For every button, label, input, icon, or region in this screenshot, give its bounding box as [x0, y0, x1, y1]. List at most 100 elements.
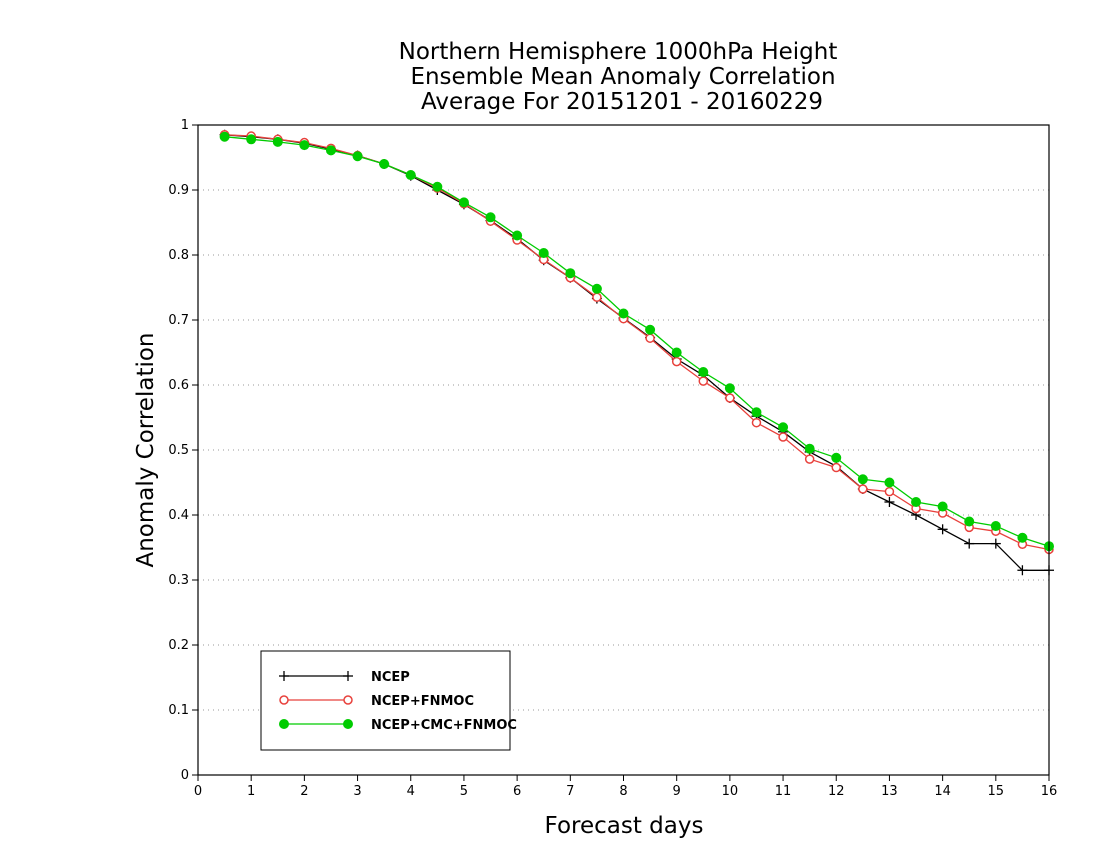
- data-point: [990, 538, 1001, 549]
- data-point: [591, 283, 602, 294]
- data-point: [831, 462, 841, 473]
- y-tick-label: 1: [181, 118, 189, 133]
- data-point: [565, 268, 576, 279]
- data-point: [279, 671, 289, 681]
- data-point: [279, 719, 289, 729]
- legend-label: NCEP+CMC+FNMOC: [371, 718, 517, 733]
- y-axis: 0 0.1 0.2 0.3 0.4 0.5 0.6 0.7 0.8 0.9 1: [168, 118, 198, 783]
- data-point: [751, 417, 762, 428]
- x-tick-label: 14: [934, 784, 951, 799]
- x-tick-label: 11: [775, 784, 792, 799]
- y-tick-label: 0.7: [168, 313, 189, 328]
- x-tick-label: 3: [353, 784, 361, 799]
- y-tick-label: 0.8: [168, 248, 189, 263]
- legend-item: NCEP+CMC+FNMOC: [279, 718, 517, 733]
- series-ncep-cmc-fnmoc: [219, 131, 1054, 552]
- data-point: [778, 422, 789, 433]
- x-tick-label: 16: [1041, 784, 1058, 799]
- data-point: [352, 151, 363, 162]
- data-point: [299, 140, 310, 151]
- y-tick-label: 0.6: [168, 378, 189, 393]
- data-point: [279, 695, 289, 705]
- data-point: [485, 212, 496, 223]
- chart-title: Northern Hemisphere 1000hPa Height Ensem…: [399, 39, 838, 115]
- x-tick-label: 12: [828, 784, 845, 799]
- data-point: [804, 443, 815, 454]
- x-tick-label: 1: [247, 784, 255, 799]
- data-point: [778, 432, 788, 442]
- data-point: [964, 516, 975, 527]
- data-point: [343, 695, 353, 705]
- data-point: [884, 497, 895, 507]
- data-point: [937, 501, 948, 512]
- data-point: [645, 324, 656, 335]
- y-tick-label: 0.5: [168, 443, 189, 458]
- data-point: [990, 521, 1001, 532]
- x-tick-label: 4: [407, 784, 415, 799]
- title-line-3: Average For 20151201 - 20160229: [421, 89, 823, 115]
- y-tick-label: 0.4: [168, 508, 189, 523]
- title-line-1: Northern Hemisphere 1000hPa Height: [399, 39, 838, 65]
- data-point: [964, 538, 975, 549]
- x-axis: 0 1 2 3 4 5 6 7 8 9 10 11 12 13 14 15 16: [194, 775, 1057, 799]
- legend-label: NCEP: [371, 670, 410, 685]
- x-tick-label: 9: [673, 784, 681, 799]
- series-line: [224, 134, 1050, 551]
- data-point: [592, 292, 602, 302]
- data-point: [379, 159, 390, 169]
- data-point: [831, 452, 842, 463]
- x-tick-label: 7: [566, 784, 574, 799]
- data-point: [698, 376, 709, 386]
- data-point: [246, 134, 257, 145]
- data-point: [884, 486, 895, 497]
- data-point: [405, 170, 416, 181]
- data-point: [1017, 565, 1028, 576]
- data-point: [538, 248, 549, 259]
- x-tick-label: 6: [513, 784, 521, 799]
- data-point: [804, 454, 815, 464]
- data-point: [343, 719, 353, 729]
- x-tick-label: 8: [619, 784, 627, 799]
- gridlines: [198, 189, 1049, 711]
- data-point: [272, 136, 283, 147]
- data-point: [724, 383, 735, 394]
- data-point: [645, 333, 655, 343]
- data-point: [671, 356, 682, 367]
- data-point: [911, 497, 922, 507]
- data-point: [219, 131, 230, 142]
- x-tick-label: 5: [460, 784, 468, 799]
- legend-label: NCEP+FNMOC: [371, 694, 474, 709]
- data-point: [884, 477, 895, 488]
- data-point: [432, 181, 443, 192]
- x-tick-label: 0: [194, 784, 202, 799]
- series-layer: [219, 129, 1054, 576]
- x-tick-label: 2: [300, 784, 308, 799]
- data-point: [857, 474, 868, 485]
- data-point: [618, 308, 629, 319]
- x-tick-label: 10: [722, 784, 739, 799]
- data-point: [751, 407, 762, 418]
- data-point: [671, 347, 682, 358]
- data-point: [512, 230, 523, 241]
- data-point: [325, 145, 336, 156]
- y-axis-title: Anomaly Correlation: [133, 332, 159, 567]
- y-tick-label: 0: [181, 768, 189, 783]
- plot-frame: [197, 124, 1050, 776]
- y-tick-label: 0.2: [168, 638, 189, 653]
- title-line-2: Ensemble Mean Anomaly Correlation: [410, 64, 835, 90]
- y-tick-label: 0.9: [168, 183, 189, 198]
- x-axis-title: Forecast days: [545, 813, 704, 839]
- x-tick-label: 15: [988, 784, 1005, 799]
- data-point: [1017, 532, 1028, 543]
- series-ncep-fnmoc: [219, 130, 1054, 555]
- legend-items: NCEP NCEP+FNMOC NCEP+CMC+FNMOC: [279, 670, 517, 733]
- legend: NCEP NCEP+FNMOC NCEP+CMC+FNMOC: [260, 650, 517, 751]
- data-point: [725, 393, 735, 403]
- series-ncep: [219, 129, 1054, 576]
- data-point: [698, 367, 709, 377]
- data-point: [858, 484, 868, 494]
- data-point: [937, 524, 948, 535]
- y-tick-label: 0.1: [168, 703, 189, 718]
- y-tick-label: 0.3: [168, 573, 189, 588]
